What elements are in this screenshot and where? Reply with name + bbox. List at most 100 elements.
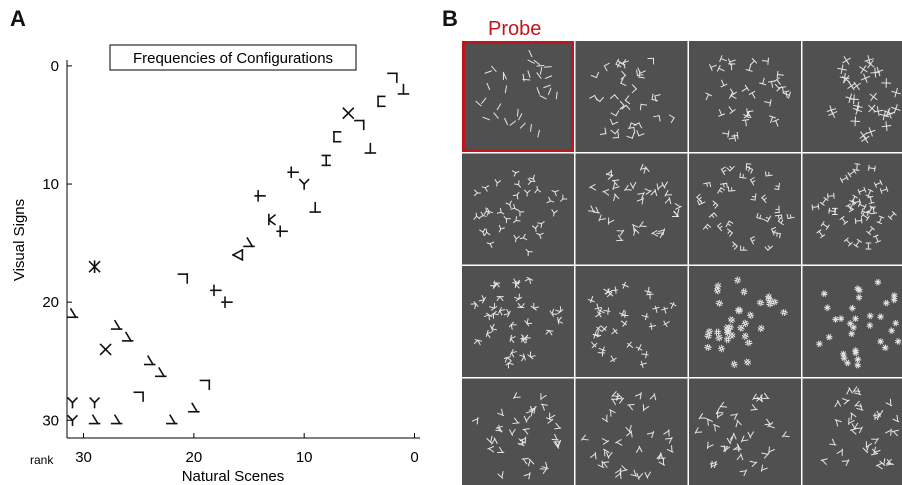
marker-arrow <box>110 414 123 425</box>
texture-glyph <box>590 71 600 79</box>
texture-glyph <box>486 207 494 216</box>
texture-glyph <box>536 72 542 79</box>
texture-glyph <box>868 104 876 113</box>
texture-glyph <box>605 173 614 180</box>
texture-glyph <box>489 302 498 311</box>
texture-glyph <box>533 59 541 66</box>
texture-glyph <box>856 403 864 411</box>
texture-glyph <box>484 70 493 74</box>
texture-glyph <box>873 106 884 116</box>
texture-glyph <box>716 222 723 232</box>
texture-glyph <box>891 429 899 437</box>
marker-arrow <box>155 366 167 378</box>
marker-fork <box>66 414 79 427</box>
texture-glyph <box>527 59 535 64</box>
texture-glyph <box>772 118 780 127</box>
x-ticks: 30 20 10 0 <box>75 433 419 466</box>
texture-glyph <box>641 312 649 321</box>
texture-glyph <box>718 109 726 117</box>
texture-glyph <box>524 318 533 327</box>
texture-glyph <box>714 282 722 290</box>
texture-glyph <box>776 70 784 79</box>
texture-glyph <box>605 451 613 459</box>
texture-glyph <box>847 81 856 91</box>
texture-glyph <box>728 63 736 71</box>
texture-glyph <box>647 57 655 65</box>
texture-glyph <box>842 398 850 405</box>
texture-glyph <box>612 193 620 202</box>
texture-glyph <box>853 238 863 248</box>
texture-glyph <box>873 446 881 454</box>
texture-glyph <box>827 192 835 200</box>
y-tick-label: 10 <box>42 176 59 193</box>
texture-glyph <box>786 213 795 220</box>
texture-glyph <box>656 183 664 191</box>
texture-glyph <box>736 453 744 461</box>
texture-glyph <box>483 312 493 321</box>
texture-glyph <box>557 316 564 325</box>
texture-glyph <box>512 216 521 224</box>
texture-glyph <box>527 351 536 360</box>
texture-glyph <box>741 332 749 340</box>
texture-glyph <box>853 163 861 171</box>
texture-glyph <box>525 248 533 256</box>
texture-glyph <box>545 329 554 336</box>
texture-glyph <box>885 428 892 436</box>
texture-glyph <box>651 93 658 102</box>
texture-glyph <box>519 122 526 129</box>
texture-glyph <box>866 226 876 236</box>
texture-glyph <box>517 302 525 309</box>
texture-glyph <box>486 241 495 248</box>
texture-glyph <box>594 96 605 103</box>
texture-glyph <box>741 119 750 127</box>
texture-glyph <box>473 212 481 220</box>
marker-cross <box>99 343 112 356</box>
texture-glyph <box>763 215 772 223</box>
texture-glyph <box>887 211 897 221</box>
texture-glyph <box>870 67 881 78</box>
texture-glyph <box>661 181 669 189</box>
marker-fork <box>89 397 101 409</box>
texture-glyph <box>594 303 602 311</box>
texture-glyph <box>723 445 731 453</box>
texture-glyph <box>504 117 509 126</box>
texture-glyph <box>514 180 522 188</box>
texture-glyph <box>471 417 479 425</box>
texture-glyph <box>560 194 568 202</box>
texture-glyph <box>876 409 884 418</box>
texture-glyph <box>840 354 848 362</box>
texture-glyph <box>617 59 627 65</box>
texture-glyph <box>527 458 535 467</box>
texture-glyph <box>696 199 706 206</box>
texture-glyph <box>725 220 734 228</box>
texture-glyph <box>764 245 774 251</box>
texture-glyph <box>840 350 847 358</box>
texture-glyph <box>508 321 517 330</box>
texture-glyph <box>717 187 726 194</box>
texture-glyph <box>852 386 861 393</box>
texture-tile-cross <box>802 41 902 152</box>
texture-glyph <box>615 58 622 68</box>
texture-glyph <box>626 132 635 139</box>
tile-background <box>575 41 688 152</box>
texture-glyph <box>627 403 635 411</box>
texture-glyph <box>590 341 598 349</box>
marker-arrow <box>88 414 101 425</box>
texture-glyph <box>509 428 516 437</box>
texture-glyph <box>877 313 884 321</box>
texture-tile-kay <box>462 266 574 377</box>
texture-glyph <box>881 78 892 88</box>
texture-glyph <box>720 166 727 176</box>
texture-glyph <box>726 436 734 445</box>
texture-glyph <box>594 330 602 338</box>
texture-glyph <box>636 69 644 77</box>
texture-glyph <box>603 62 610 72</box>
texture-glyph <box>862 445 869 454</box>
texture-glyph <box>666 445 674 453</box>
texture-glyph <box>761 57 770 65</box>
texture-glyph <box>519 353 526 362</box>
texture-glyph <box>852 347 859 354</box>
texture-glyph <box>723 324 731 332</box>
texture-glyph <box>773 77 781 86</box>
